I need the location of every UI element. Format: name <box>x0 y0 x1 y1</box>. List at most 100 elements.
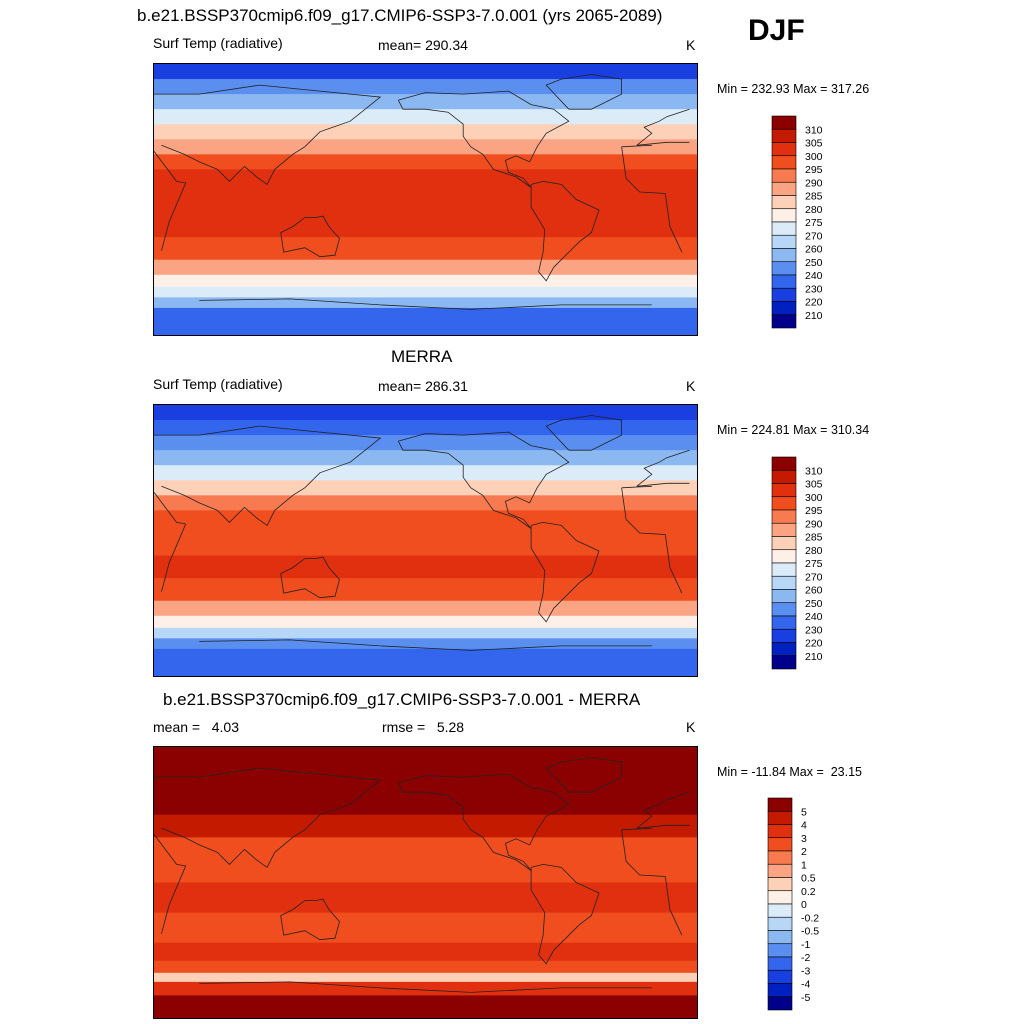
colorbar-swatch <box>767 903 793 918</box>
colorbar-tick-label: 210 <box>805 651 823 663</box>
colorbar-tick-label: 300 <box>805 151 823 163</box>
coastline <box>397 431 570 529</box>
colorbar-swatch <box>771 128 797 143</box>
colorbar-tick-label: 210 <box>805 310 823 322</box>
colorbar-swatch <box>767 863 793 878</box>
map-band <box>154 259 697 276</box>
colorbar-tick-label: 270 <box>805 571 823 583</box>
coastline <box>199 981 652 993</box>
colorbar-tick-label: 290 <box>805 518 823 530</box>
coastline <box>545 415 622 451</box>
colorbar-tick-label: 285 <box>805 532 823 544</box>
colorbar-swatch <box>771 483 797 498</box>
map-band <box>154 555 697 579</box>
colorbar-swatch <box>771 261 797 276</box>
colorbar-swatch <box>767 943 793 958</box>
panel-3-units: K <box>686 719 696 735</box>
panel-1-title: b.e21.BSSP370cmip6.f09_g17.CMIP6-SSP3-7.… <box>137 6 663 25</box>
coastline <box>280 215 340 258</box>
colorbar-swatch <box>771 615 797 630</box>
map-band <box>154 882 697 914</box>
map-band <box>154 465 697 481</box>
colorbar-swatch <box>771 115 797 130</box>
map-band <box>154 495 697 511</box>
map-band <box>154 981 697 996</box>
map-band <box>154 139 697 155</box>
coastline <box>280 898 340 941</box>
colorbar-tick-label: 230 <box>805 283 823 295</box>
colorbar-tick-label: 250 <box>805 598 823 610</box>
colorbar-swatch <box>767 837 793 852</box>
colorbar-tick-label: 3 <box>801 833 807 845</box>
colorbar-swatch <box>771 655 797 670</box>
colorbar-swatch <box>771 301 797 316</box>
colorbar-swatch <box>767 916 793 931</box>
colorbar-swatch <box>767 996 793 1011</box>
map-band <box>154 837 697 861</box>
map-band <box>154 747 697 793</box>
colorbar-tick-label: 0 <box>801 899 807 911</box>
coastline <box>199 639 652 651</box>
map-band <box>154 307 697 335</box>
coastline <box>154 485 683 594</box>
colorbar-tick-label: -2 <box>801 952 810 964</box>
colorbar-swatch <box>771 549 797 564</box>
colorbar-swatch <box>771 287 797 302</box>
colorbar-tick-label: 5 <box>801 806 807 818</box>
panel-3-colorbar: 5 4 3 2 1 0.5 0.2 0 -0.2 -0.5 -1 -2 -3 -4 -5 <box>767 797 848 1011</box>
colorbar-tick-label: 310 <box>805 124 823 136</box>
coastline <box>397 773 570 871</box>
map-band <box>154 578 697 602</box>
map-band <box>154 627 697 639</box>
season-label: DJF <box>748 14 805 47</box>
map-band <box>154 615 697 629</box>
colorbar-swatch <box>771 274 797 289</box>
panel-2-map <box>153 404 698 677</box>
colorbar-tick-label: 220 <box>805 638 823 650</box>
map-band <box>154 274 697 288</box>
panel-2-colorbar: 310 305 300 295 290 285 280 275 270 260 250 240 230 2… <box>771 456 852 670</box>
map-band <box>154 435 697 451</box>
colorbar-swatch <box>767 983 793 998</box>
colorbar-swatch <box>771 509 797 524</box>
colorbar-tick-label: -4 <box>801 979 810 991</box>
map-band <box>154 600 697 617</box>
coastline <box>154 425 690 526</box>
colorbar-tick-label: -1 <box>801 939 810 951</box>
map-band <box>154 814 697 838</box>
colorbar-tick-label: 300 <box>805 492 823 504</box>
colorbar-tick-label: 0.2 <box>801 886 816 898</box>
colorbar-tick-label: 280 <box>805 545 823 557</box>
colorbar-tick-label: 230 <box>805 624 823 636</box>
panel-3-title: b.e21.BSSP370cmip6.f09_g17.CMIP6-SSP3-7.… <box>163 690 641 709</box>
coastline <box>199 298 652 310</box>
map-band <box>154 420 697 436</box>
colorbar-swatch <box>767 810 793 825</box>
coastline <box>530 521 600 623</box>
map-band <box>154 480 697 496</box>
colorbar-swatch <box>771 208 797 223</box>
colorbar-tick-label: 275 <box>805 217 823 229</box>
colorbar-tick-label: 275 <box>805 558 823 570</box>
map-band <box>154 154 697 170</box>
map-band <box>154 912 697 944</box>
colorbar-tick-label: 260 <box>805 585 823 597</box>
colorbar-swatch <box>771 221 797 236</box>
map-band <box>154 286 697 298</box>
map-band <box>154 942 697 962</box>
colorbar-tick-label: 0.5 <box>801 873 816 885</box>
colorbar-swatch <box>771 248 797 263</box>
colorbar-tick-label: -5 <box>801 992 810 1004</box>
colorbar-tick-label: 280 <box>805 204 823 216</box>
colorbar-swatch <box>771 589 797 604</box>
colorbar-tick-label: 285 <box>805 191 823 203</box>
coastline <box>545 74 622 110</box>
panel-3-mean-label: mean = 4.03 <box>153 719 240 735</box>
panel-1-colorbar: 310 305 300 295 290 285 280 275 270 260 250 240 230 2… <box>771 115 852 329</box>
colorbar-swatch <box>771 456 797 471</box>
map-band <box>154 79 697 95</box>
colorbar-tick-label: 220 <box>805 297 823 309</box>
colorbar-swatch <box>771 575 797 590</box>
colorbar-tick-label: 260 <box>805 244 823 256</box>
panel-1-units: K <box>686 37 696 53</box>
